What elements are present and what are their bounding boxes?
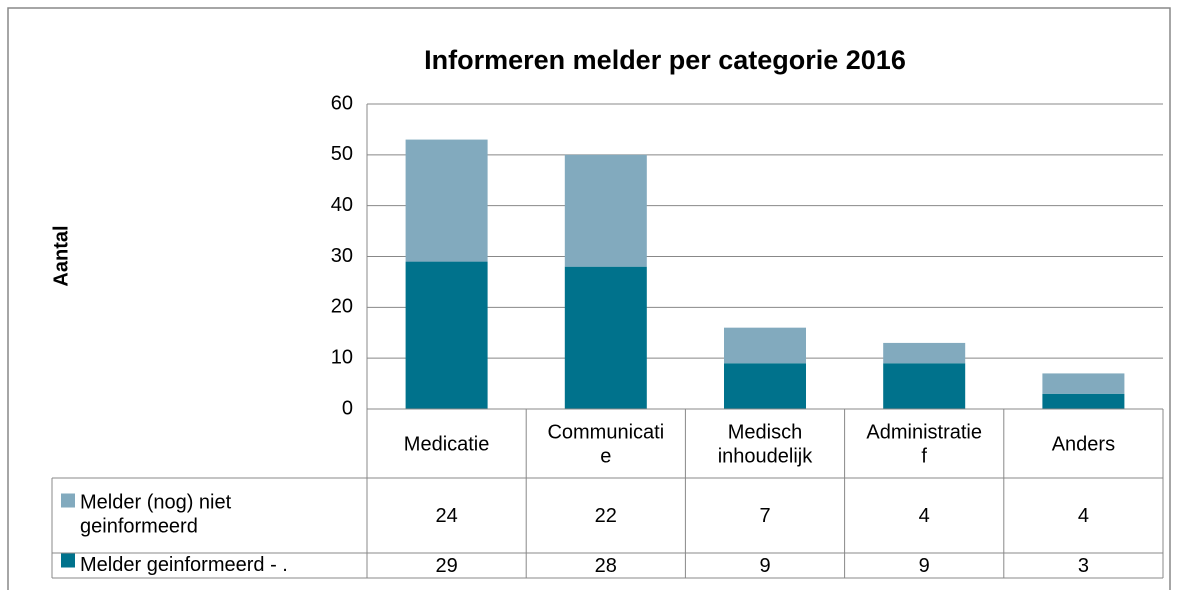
y-tick-label: 10	[331, 346, 353, 368]
bar-segment	[724, 327, 806, 364]
bar-segment	[405, 139, 488, 262]
chart-title: Informeren melder per categorie 2016	[424, 45, 906, 75]
x-tick-label: Medisch inhoudelijk	[718, 422, 814, 468]
table-value: 9	[919, 555, 930, 577]
y-tick-label: 0	[342, 397, 353, 419]
x-tick-label: Administratie f	[866, 422, 982, 468]
chart-frame	[7, 7, 1171, 590]
legend-label: Melder geinformeerd - .	[80, 554, 288, 576]
legend-swatch	[61, 493, 75, 508]
table-value: 4	[919, 505, 930, 527]
y-tick-label: 30	[331, 245, 353, 267]
y-tick-label: 60	[331, 92, 353, 114]
bar-segment	[564, 266, 647, 409]
x-tick-label: Anders	[1052, 434, 1115, 456]
x-tick-label: Medicatie	[404, 434, 490, 456]
bar-segment	[724, 363, 806, 409]
bar-segment	[1042, 393, 1125, 409]
bar-segment	[883, 363, 966, 409]
legend-swatch	[61, 553, 75, 568]
table-value: 7	[759, 505, 770, 527]
legend-label: Melder (nog) niet geinformeerd	[80, 492, 232, 538]
x-tick-label: Communicati e	[547, 422, 664, 468]
table-value: 29	[435, 555, 457, 577]
table-value: 9	[759, 555, 770, 577]
table-value: 28	[595, 555, 617, 577]
y-tick-label: 20	[331, 296, 353, 318]
y-axis-label: Aantal	[50, 225, 72, 286]
bar-segment	[405, 261, 488, 409]
bar-segment	[564, 154, 647, 267]
bar-segment	[883, 342, 966, 364]
y-tick-label: 40	[331, 194, 353, 216]
bar-segment	[1042, 373, 1125, 394]
y-tick-label: 50	[331, 143, 353, 165]
table-value: 4	[1078, 505, 1089, 527]
table-value: 3	[1078, 555, 1089, 577]
table-value: 24	[435, 505, 457, 527]
table-value: 22	[595, 505, 617, 527]
